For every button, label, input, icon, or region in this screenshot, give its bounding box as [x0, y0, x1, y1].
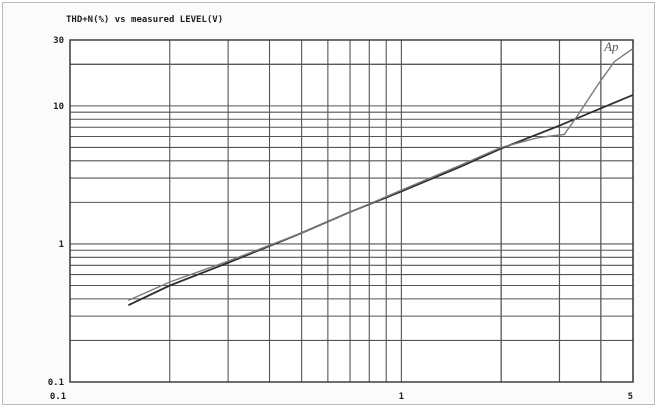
y-tick-label: 0.1 [48, 378, 64, 388]
plot-border [69, 39, 634, 383]
x-tick-label: 1 [399, 392, 404, 402]
chart-title: THD+N(%) vs measured LEVEL(V) [66, 15, 223, 25]
x-tick-label: 5 [628, 392, 633, 402]
y-tick-label: 10 [53, 102, 64, 112]
annotation-label: Ap [603, 39, 619, 54]
series-line [128, 94, 634, 307]
x-tick-label: 0.1 [50, 392, 66, 402]
y-tick-label: 30 [53, 36, 64, 46]
series-line [128, 48, 634, 302]
y-tick-label: 1 [59, 240, 64, 250]
